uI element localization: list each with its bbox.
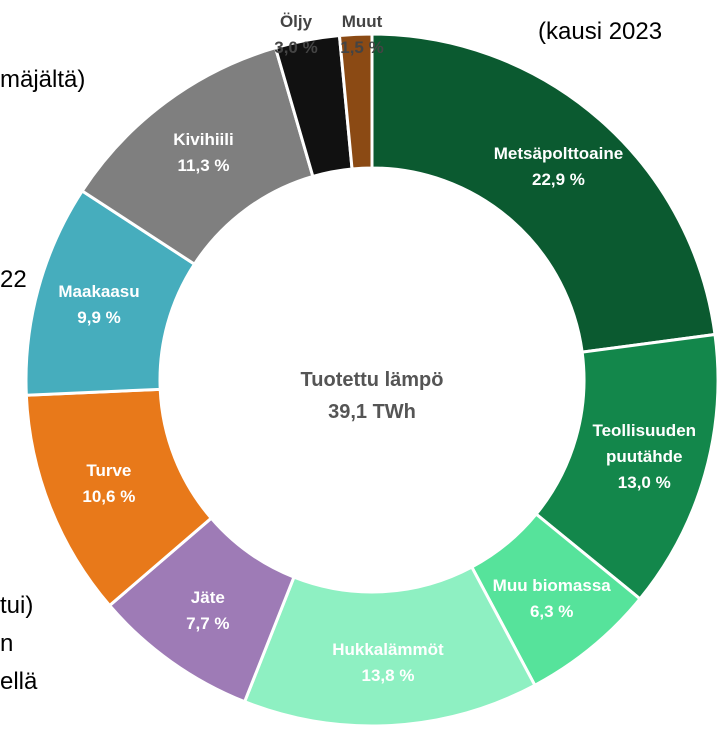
category-label: Kivihiili [173, 129, 234, 149]
value-label: 13,8 % [361, 665, 415, 685]
segment-label: Jäte 7,7 % [168, 585, 248, 637]
category-label: Maakaasu [58, 282, 140, 302]
center-label: Tuotettu lämpö 39,1 TWh [301, 364, 444, 428]
segment-label: Hukkalämmöt 13,8 % [313, 637, 463, 689]
text-fragment: mäjältä) [0, 66, 86, 93]
segment-label: Metsäpolttoaine 22,9 % [473, 141, 643, 193]
text-fragment: n [0, 630, 14, 657]
category-label: Jäte [190, 587, 225, 607]
value-label: 6,3 % [529, 601, 574, 621]
center-value: 39,1 TWh [328, 401, 416, 423]
segment-label: Maakaasu 9,9 % [44, 279, 154, 331]
text-fragment: (kausi 2023 [538, 18, 663, 45]
value-label: 9,9 % [77, 308, 121, 328]
category-label: Metsäpolttoaine [493, 144, 624, 164]
value-label: 22,9 % [532, 170, 585, 190]
value-label: 3,0 % [274, 38, 318, 57]
text-fragment: ellä [0, 668, 38, 695]
segment-label: Öljy 3,0 % [266, 9, 326, 61]
value-label: 10,6 % [82, 487, 136, 507]
value-label: 11,3 % [177, 155, 230, 175]
segment-label: Teollisuuden puutähde 13,0 % [574, 418, 714, 496]
value-label: 7,7 % [186, 613, 230, 633]
segment-label: Turve 10,6 % [69, 458, 149, 510]
category-label: Muut [341, 12, 383, 31]
segment-label: Kivihiili 11,3 % [154, 127, 254, 179]
category-label: Muu biomassa [492, 575, 611, 595]
segment-label: Muut 1,5 % [332, 9, 392, 61]
donut-segment [370, 32, 717, 354]
donut-segment [337, 32, 374, 171]
category-label: Öljy [279, 12, 313, 31]
center-title: Tuotettu lämpö [300, 369, 444, 391]
text-fragment: 22 [0, 266, 27, 293]
segment-label: Muu biomassa 6,3 % [492, 573, 612, 625]
category-label: Turve [86, 461, 132, 481]
category-label: Teollisuuden puutähde [592, 421, 697, 467]
value-label: 1,5 % [340, 38, 384, 57]
text-fragment: tui) [0, 592, 34, 619]
value-label: 13,0 % [617, 473, 671, 493]
category-label: Hukkalämmöt [332, 639, 444, 659]
